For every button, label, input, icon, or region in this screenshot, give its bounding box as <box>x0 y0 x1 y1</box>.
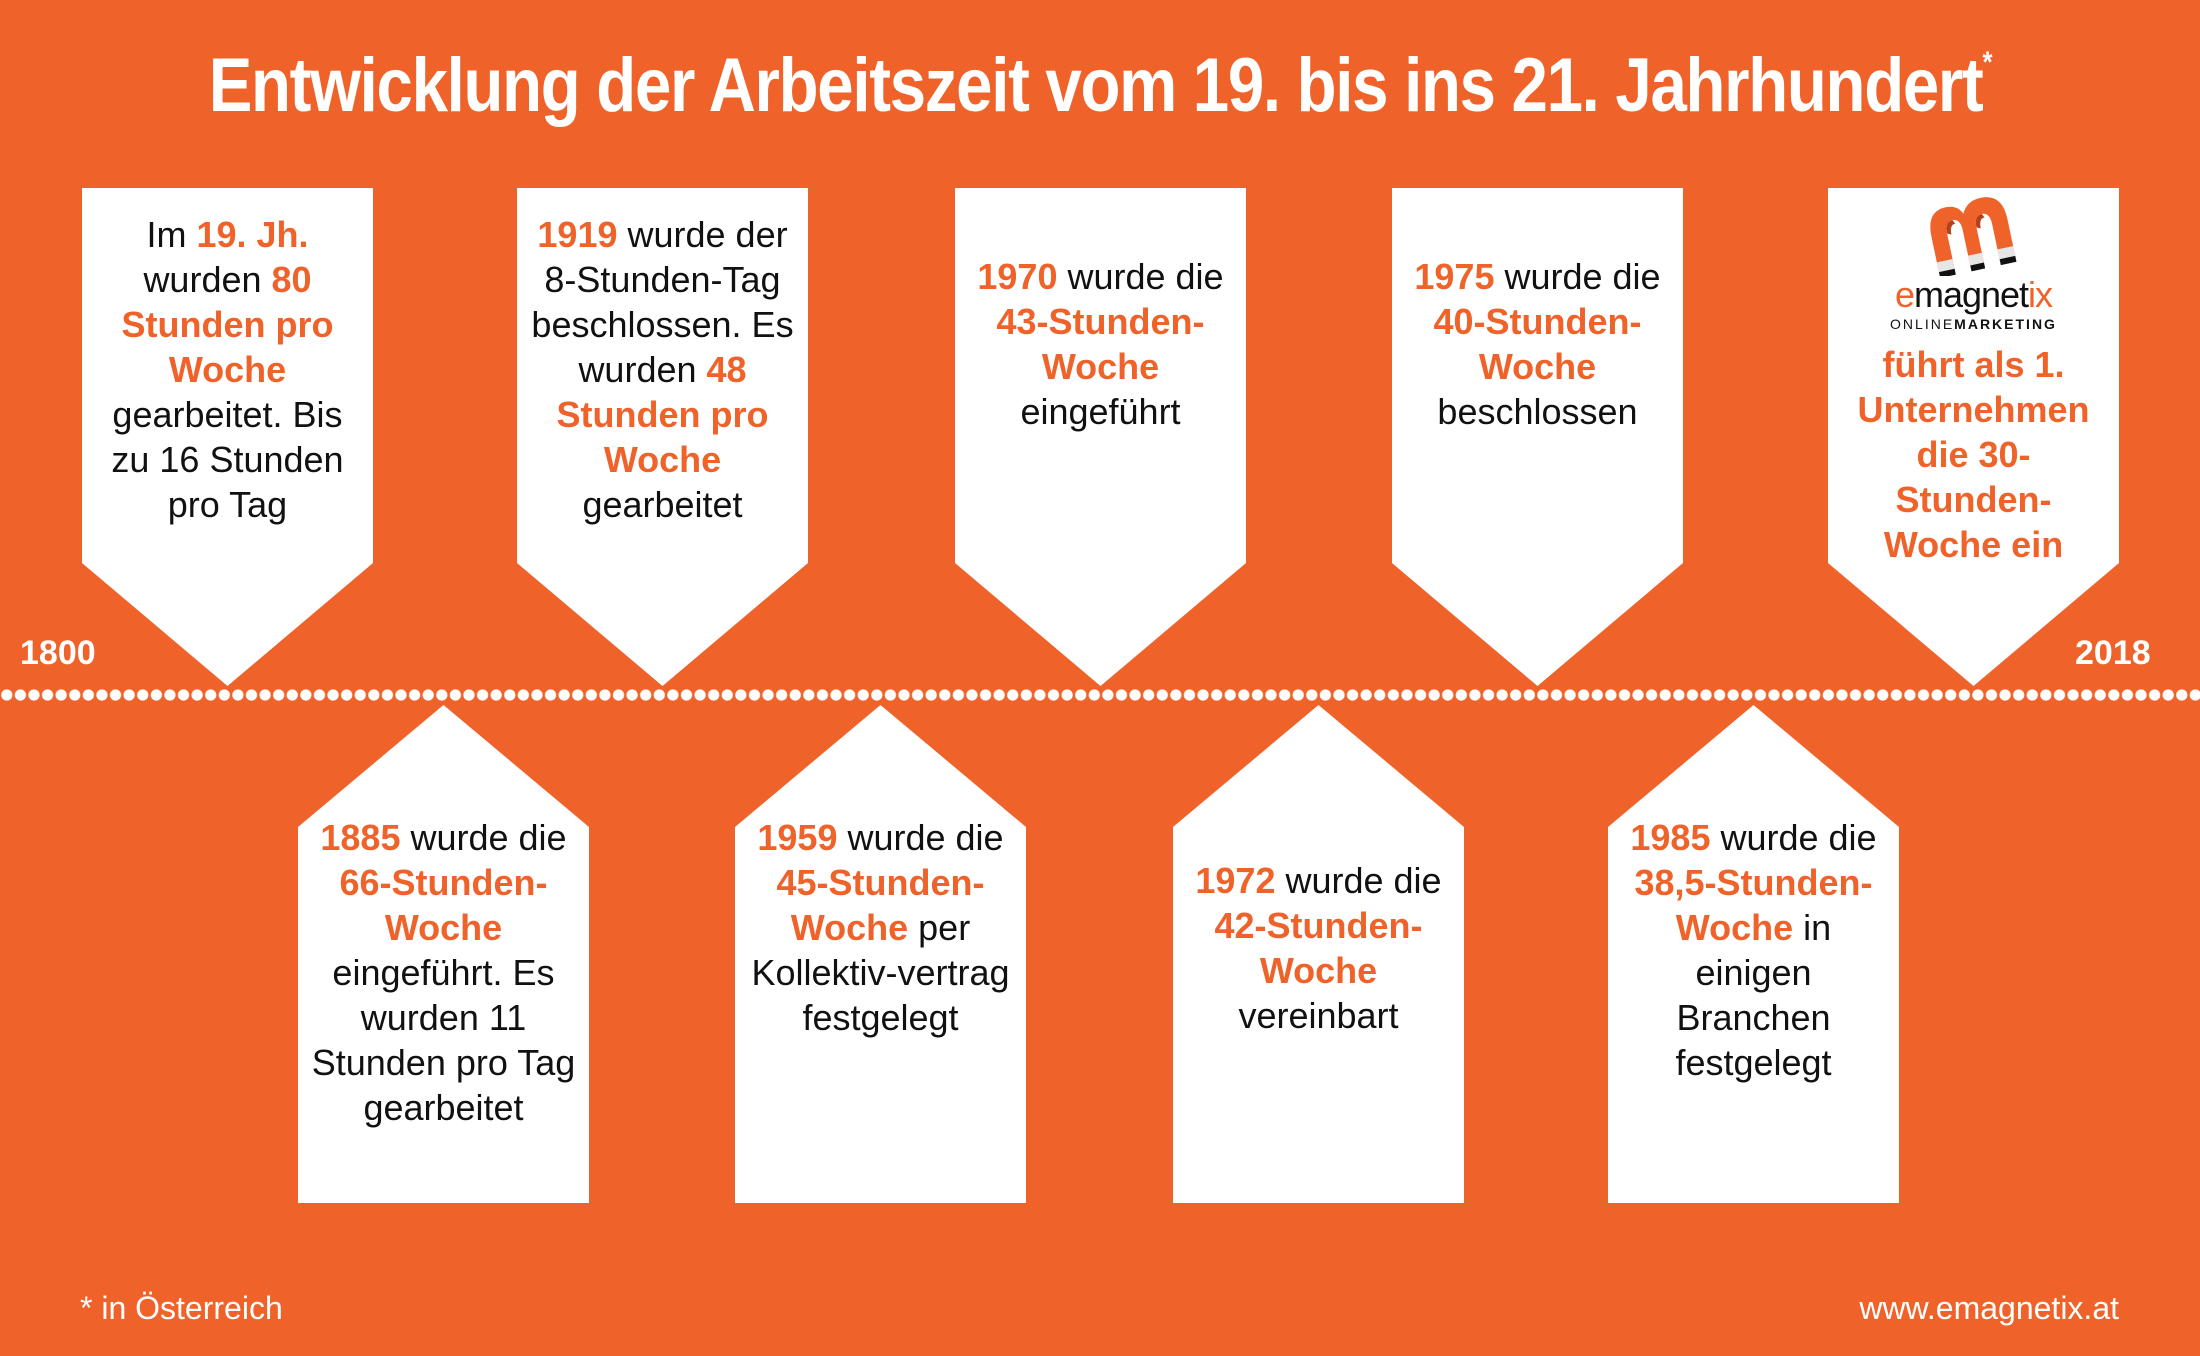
body-text: wurde die <box>1057 256 1224 297</box>
logo-wordmark: emagnetix <box>1894 274 2053 315</box>
logo-sub-light: ONLINE <box>1890 316 1955 332</box>
card-text: führt als 1. Unternehmen die 30-Stunden-… <box>1839 342 2109 567</box>
body-text: eingeführt. Es wurden 11 Stunden pro Tag… <box>311 952 576 1128</box>
highlight-text: 19. Jh. <box>196 214 309 255</box>
timeline-card-1970: 1970 wurde die 43-Stunden-Woche eingefüh… <box>955 188 1246 686</box>
timeline-card-1885: 1885 wurde die 66-Stunden-Woche eingefüh… <box>298 705 589 1203</box>
page-title: Entwicklung der Arbeitszeit vom 19. bis … <box>154 42 2046 129</box>
body-text: in einigen Branchen festgelegt <box>1675 907 1832 1083</box>
highlight-text: 1985 <box>1630 817 1711 858</box>
card-text: 1975 wurde die 40-Stunden-Woche beschlos… <box>1403 254 1673 434</box>
timeline-start-label: 1800 <box>20 634 96 672</box>
timeline-end-label: 2018 <box>2075 634 2151 672</box>
title-footnote-marker: * <box>1982 46 1993 79</box>
body-text: beschlossen <box>1437 391 1638 432</box>
highlight-text: 40-Stunden-Woche <box>1433 301 1642 387</box>
highlight-text: 43-Stunden-Woche <box>996 301 1205 387</box>
highlight-text: 1970 <box>977 256 1058 297</box>
body-text: per Kollektiv-vertrag festgelegt <box>751 907 1010 1038</box>
logo-word-suffix: ix <box>2028 274 2053 315</box>
logo-sub-bold: MARKETING <box>1954 316 2057 332</box>
logo-subtitle: ONLINEMARKETING <box>1890 316 2057 332</box>
body-text: wurde der 8-Stunden-Tag beschlossen. Es … <box>531 214 794 390</box>
body-text: wurden <box>143 259 272 300</box>
body-text: eingeführt <box>1020 391 1181 432</box>
timeline-card-19-jh: Im 19. Jh. wurden 80 Stunden pro Woche g… <box>82 188 373 686</box>
highlight-text: 1975 <box>1414 256 1495 297</box>
body-text: gearbeitet <box>582 484 743 525</box>
emagnetix-logo: emagnetix ONLINEMARKETING <box>1890 194 2057 332</box>
logo-word-middle: magnet <box>1913 274 2029 315</box>
title-text: Entwicklung der Arbeitszeit vom 19. bis … <box>208 43 1984 128</box>
magnet-m-icon <box>1929 197 2016 276</box>
timeline-card-1985: 1985 wurde die 38,5-Stunden-Woche in ein… <box>1608 705 1899 1203</box>
highlight-text: 42-Stunden-Woche <box>1214 905 1423 991</box>
highlight-text: führt als 1. Unternehmen die 30-Stunden-… <box>1857 344 2090 565</box>
highlight-text: 38,5-Stunden-Woche <box>1634 862 1873 948</box>
footnote: * in Österreich <box>80 1290 283 1326</box>
highlight-text: 48 Stunden pro Woche <box>556 349 769 480</box>
card-text: Im 19. Jh. wurden 80 Stunden pro Woche g… <box>93 212 363 527</box>
body-text: wurde die <box>1494 256 1661 297</box>
timeline-card-1972: 1972 wurde die 42-Stunden-Woche vereinba… <box>1173 705 1464 1203</box>
highlight-text: 1885 <box>320 817 401 858</box>
card-text: 1919 wurde der 8-Stunden-Tag beschlossen… <box>528 212 798 527</box>
card-text: 1885 wurde die 66-Stunden-Woche eingefüh… <box>309 815 579 1130</box>
website-link[interactable]: www.emagnetix.at <box>1859 1290 2119 1326</box>
timeline-dotted-line <box>0 688 2200 702</box>
card-text: 1985 wurde die 38,5-Stunden-Woche in ein… <box>1619 815 1889 1085</box>
timeline-card-1919: 1919 wurde der 8-Stunden-Tag beschlossen… <box>517 188 808 686</box>
highlight-text: 80 Stunden pro Woche <box>121 259 334 390</box>
body-text: wurde die <box>400 817 567 858</box>
body-text: wurde die <box>1275 860 1442 901</box>
body-text: wurde die <box>837 817 1004 858</box>
card-text: 1959 wurde die 45-Stunden-Woche per Koll… <box>746 815 1016 1040</box>
body-text: vereinbart <box>1238 995 1399 1036</box>
highlight-text: 45-Stunden-Woche <box>776 862 985 948</box>
body-text: Im <box>146 214 197 255</box>
highlight-text: 1919 <box>537 214 618 255</box>
timeline-card-1975: 1975 wurde die 40-Stunden-Woche beschlos… <box>1392 188 1683 686</box>
logo-word-prefix: e <box>1894 274 1915 315</box>
body-text: gearbeitet. Bis zu 16 Stunden pro Tag <box>111 394 344 525</box>
card-text: 1970 wurde die 43-Stunden-Woche eingefüh… <box>966 254 1236 434</box>
highlight-text: 66-Stunden-Woche <box>339 862 548 948</box>
body-text: wurde die <box>1710 817 1877 858</box>
highlight-text: 1972 <box>1195 860 1276 901</box>
highlight-text: 1959 <box>757 817 838 858</box>
card-text: 1972 wurde die 42-Stunden-Woche vereinba… <box>1184 858 1454 1038</box>
timeline-card-2018: emagnetix ONLINEMARKETING führt als 1. U… <box>1828 188 2119 686</box>
timeline-card-1959: 1959 wurde die 45-Stunden-Woche per Koll… <box>735 705 1026 1203</box>
